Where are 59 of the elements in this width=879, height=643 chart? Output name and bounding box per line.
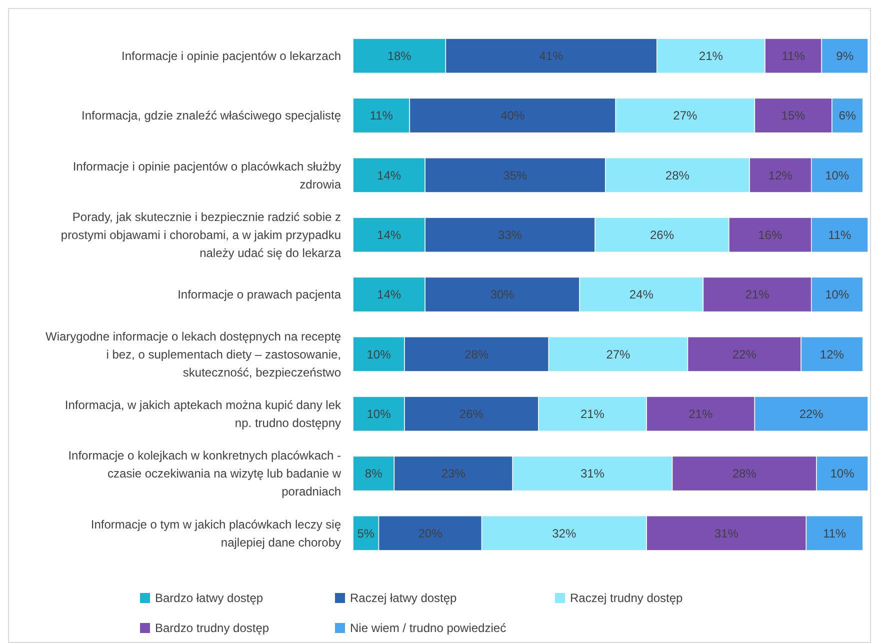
y-tick-label: Informacje i opinie pacjentów o placówkach służby zdrowia: [72, 159, 342, 192]
data-label: 5%: [357, 526, 375, 540]
data-label: 18%: [387, 49, 412, 64]
data-label: 12%: [820, 347, 844, 362]
data-label: 11%: [370, 108, 394, 123]
data-label: 10%: [366, 347, 392, 362]
data-label: 11%: [782, 49, 806, 64]
data-label: 27%: [673, 108, 698, 123]
y-tick-label: Informacja, gdzie znaleźć właściwego specjalistę: [82, 108, 342, 123]
data-label: 26%: [459, 407, 484, 422]
data-label: 14%: [377, 168, 402, 182]
data-label: 11%: [828, 228, 852, 242]
data-label: 21%: [698, 49, 724, 64]
y-tick-label: Informacje o kolejkach w konkretnych placówkach - czasie oczekiwania na wizytę lub badanie w poradniach: [68, 448, 342, 499]
y-tick-label: Informacje o prawach pacjenta: [178, 288, 342, 302]
data-label: 28%: [665, 168, 690, 182]
data-label: 28%: [732, 466, 757, 481]
data-label: 10%: [825, 288, 850, 302]
y-tick-label: Wiarygodne informacje o lekach dostępnych na receptę i bez, o suplementach diety – zastosowanie, skuteczność, bezpieczeństwo: [46, 329, 342, 380]
data-label: 27%: [606, 347, 631, 362]
data-label: 33%: [498, 228, 522, 242]
data-label: 11%: [822, 526, 846, 540]
data-label: 35%: [503, 168, 528, 182]
data-label: 16%: [758, 228, 782, 242]
data-label: 21%: [580, 407, 605, 422]
legend-label: Raczej łatwy dostęp: [350, 591, 458, 606]
y-tick-label: Porady, jak skutecznie i bezpiecznie radzić sobie z prostymi objawami i chorobami, a w jakim przypadku należy udać się do lekarza: [60, 210, 342, 260]
y-tick-label: Informacja, w jakich aptekach można kupić dany lek np. trudno dostępny: [64, 398, 342, 430]
data-label: 8%: [364, 466, 383, 481]
data-label: 10%: [366, 407, 392, 422]
data-label: 10%: [830, 466, 855, 481]
data-label: 22%: [732, 347, 757, 362]
data-label: 22%: [799, 407, 824, 422]
data-label: 32%: [552, 526, 576, 540]
data-label: 12%: [768, 168, 793, 182]
data-label: 14%: [377, 288, 402, 302]
data-label: 10%: [825, 168, 850, 182]
data-label: 21%: [745, 288, 770, 302]
data-label: 9%: [836, 49, 854, 64]
data-label: 14%: [377, 228, 402, 242]
data-label: 20%: [418, 526, 443, 540]
data-label: 24%: [629, 288, 654, 302]
data-label: 28%: [464, 347, 489, 362]
legend-label: Raczej trudny dostęp: [570, 591, 684, 606]
data-label: 31%: [714, 526, 739, 540]
data-label: 6%: [838, 108, 856, 123]
legend-label: Bardzo łatwy dostęp: [155, 591, 264, 606]
data-label: 26%: [650, 228, 674, 242]
data-label: 40%: [500, 108, 525, 123]
y-tick-label: Informacje o tym w jakich placówkach leczy się najlepiej dane choroby: [90, 517, 342, 550]
data-label: 30%: [490, 288, 515, 302]
data-label: 31%: [580, 466, 605, 481]
legend-label: Nie wiem / trudno powiedzieć: [350, 621, 506, 636]
data-label: 41%: [539, 49, 564, 64]
data-label: 21%: [688, 407, 713, 422]
legend-label: Bardzo trudny dostęp: [155, 621, 270, 636]
y-tick-label: Informacje i opinie pacjentów o lekarzach: [122, 49, 341, 64]
data-label: 23%: [441, 466, 466, 481]
data-label: 15%: [781, 108, 806, 123]
